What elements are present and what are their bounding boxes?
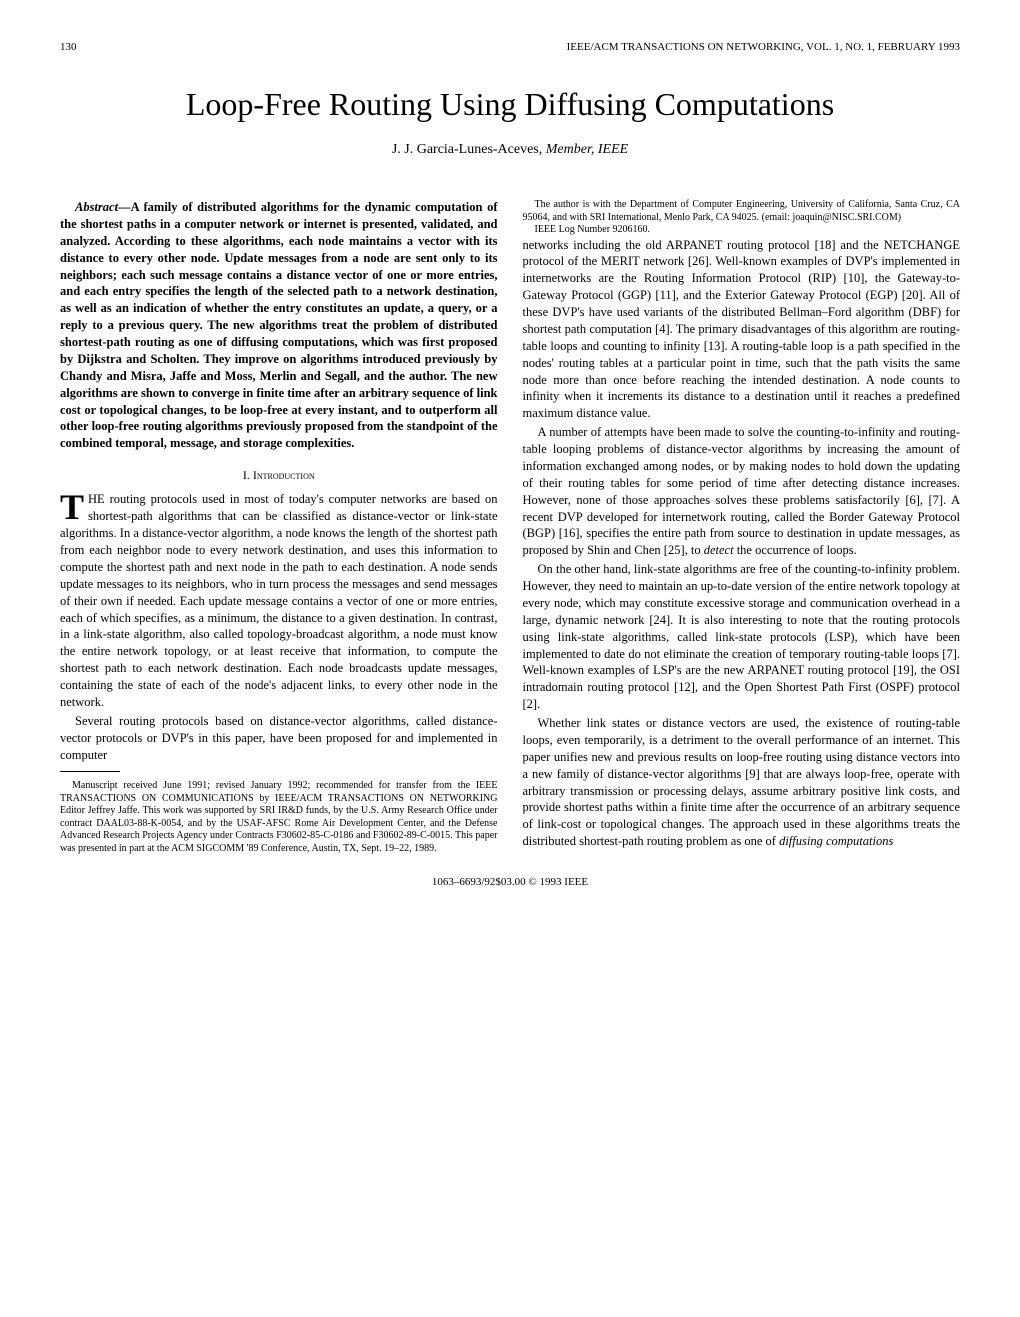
manuscript-p1: Manuscript received June 1991; revised J… — [60, 780, 498, 855]
col2-para-2: A number of attempts have been made to s… — [523, 424, 961, 559]
author-affiliation: Member, IEEE — [546, 142, 628, 157]
col2-para-2a: A number of attempts have been made to s… — [523, 425, 961, 557]
abstract-label: Abstract— — [75, 200, 131, 214]
dropcap: T — [60, 491, 88, 521]
page-footer: 1063–6693/92$03.00 © 1993 IEEE — [60, 875, 960, 889]
intro-para-1-text: HE routing protocols used in most of tod… — [60, 492, 498, 709]
footnote-separator — [60, 771, 120, 772]
col2-para-4: Whether link states or distance vectors … — [523, 715, 961, 850]
manuscript-p3: IEEE Log Number 9206160. — [523, 224, 961, 237]
abstract-text: A family of distributed algorithms for t… — [60, 200, 498, 450]
intro-para-2: Several routing protocols based on dista… — [60, 713, 498, 764]
page-header: 130 IEEE/ACM TRANSACTIONS ON NETWORKING,… — [60, 40, 960, 54]
intro-para-1: THE routing protocols used in most of to… — [60, 491, 498, 710]
col2-para-2-detect: detect — [704, 543, 734, 557]
author-name: J. J. Garcia-Lunes-Aceves, — [392, 142, 542, 157]
col2-para-2b: the occurrence of loops. — [734, 543, 857, 557]
abstract: Abstract—A family of distributed algorit… — [60, 199, 498, 452]
section-heading-intro: I. Introduction — [60, 467, 498, 483]
body-columns: Abstract—A family of distributed algorit… — [60, 199, 960, 855]
paper-title: Loop-Free Routing Using Diffusing Comput… — [60, 84, 960, 126]
col2-para-4a: Whether link states or distance vectors … — [523, 716, 961, 848]
col2-para-4-diff: diffusing computations — [779, 834, 893, 848]
col2-para-1: networks including the old ARPANET routi… — [523, 237, 961, 423]
manuscript-p2: The author is with the Department of Com… — [523, 199, 961, 224]
page-number: 130 — [60, 40, 77, 54]
authors-line: J. J. Garcia-Lunes-Aceves, Member, IEEE — [60, 141, 960, 159]
journal-info: IEEE/ACM TRANSACTIONS ON NETWORKING, VOL… — [567, 40, 960, 54]
col2-para-3: On the other hand, link-state algorithms… — [523, 561, 961, 713]
